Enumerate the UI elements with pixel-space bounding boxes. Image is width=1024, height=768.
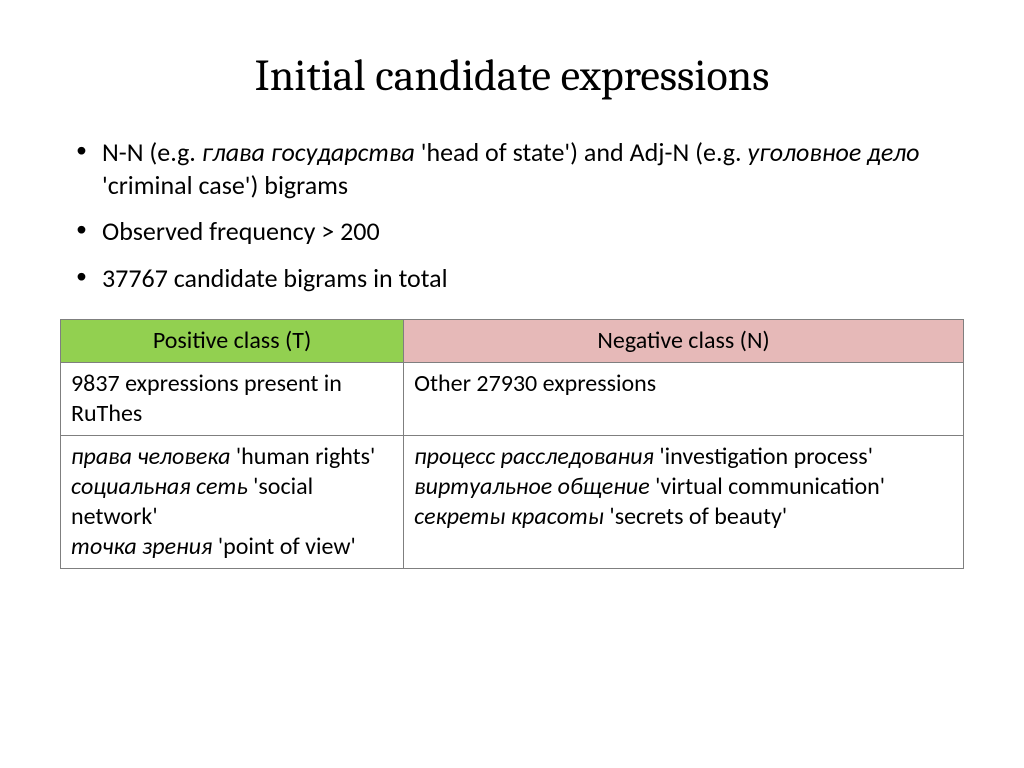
cell-positive-examples: права человека 'human rights' социальная…: [61, 436, 404, 569]
table-header-row: Positive class (T) Negative class (N): [61, 320, 964, 363]
example-italic: виртуальное общение: [414, 472, 650, 501]
example-gloss: 'secrets of beauty': [604, 502, 787, 531]
cell-negative-examples: процесс расследования 'investigation pro…: [404, 436, 964, 569]
example-italic: процесс расследования: [414, 442, 654, 471]
example-italic: секреты красоты: [414, 502, 604, 531]
example-italic: права человека: [71, 442, 230, 471]
table-row: 9837 expressions present in RuThes Other…: [61, 363, 964, 436]
bullet-text: 'criminal case') bigrams: [102, 169, 348, 201]
bullet-item: Observed frequency > 200: [70, 215, 964, 248]
bullet-list: N-N (e.g. глава государства 'head of sta…: [70, 136, 964, 294]
bullet-item: 37767 candidate bigrams in total: [70, 262, 964, 295]
example-gloss: 'human rights': [230, 442, 375, 471]
bullet-item: N-N (e.g. глава государства 'head of sta…: [70, 136, 964, 201]
example-gloss: 'investigation process': [654, 442, 873, 471]
bullet-italic: глава государства: [202, 136, 415, 168]
header-negative: Negative class (N): [404, 320, 964, 363]
bullet-text: 'head of state') and Adj-N (e.g.: [415, 136, 748, 168]
bullet-text: N-N (e.g.: [102, 136, 202, 168]
class-table: Positive class (T) Negative class (N) 98…: [60, 319, 964, 569]
cell-positive-count: 9837 expressions present in RuThes: [61, 363, 404, 436]
example-gloss: 'point of view': [212, 532, 355, 561]
bullet-italic: уголовное дело: [747, 136, 919, 168]
header-positive: Positive class (T): [61, 320, 404, 363]
cell-negative-count: Other 27930 expressions: [404, 363, 964, 436]
table-row: права человека 'human rights' социальная…: [61, 436, 964, 569]
example-italic: социальная сеть: [71, 472, 248, 501]
slide-title: Initial candidate expressions: [60, 50, 964, 101]
example-gloss: 'virtual communication': [650, 472, 885, 501]
example-italic: точка зрения: [71, 532, 212, 561]
